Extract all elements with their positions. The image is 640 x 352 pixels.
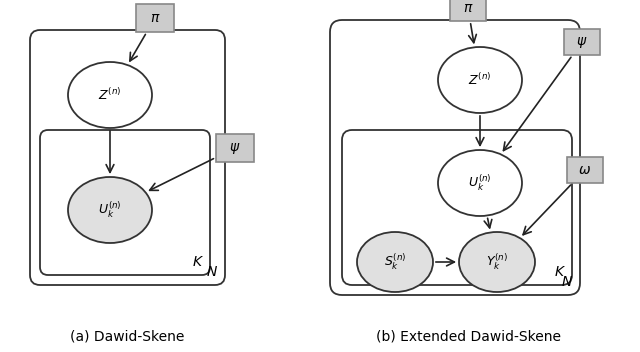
Text: K: K	[555, 265, 564, 279]
Text: $\pi$: $\pi$	[463, 1, 473, 15]
FancyBboxPatch shape	[40, 130, 210, 275]
Text: $\pi$: $\pi$	[150, 11, 160, 25]
Text: $\omega$: $\omega$	[579, 163, 591, 177]
Text: $U_k^{(n)}$: $U_k^{(n)}$	[468, 173, 492, 193]
Ellipse shape	[438, 47, 522, 113]
Text: (b) Extended Dawid-Skene: (b) Extended Dawid-Skene	[376, 330, 561, 344]
FancyBboxPatch shape	[30, 30, 225, 285]
Text: $\psi$: $\psi$	[576, 34, 588, 50]
Ellipse shape	[68, 62, 152, 128]
Text: N: N	[207, 265, 217, 279]
Text: $Y_k^{(n)}$: $Y_k^{(n)}$	[486, 252, 508, 272]
Text: $\psi$: $\psi$	[229, 140, 241, 156]
FancyBboxPatch shape	[450, 0, 486, 21]
Text: K: K	[193, 255, 202, 269]
FancyBboxPatch shape	[567, 157, 603, 183]
Text: $U_k^{(n)}$: $U_k^{(n)}$	[98, 200, 122, 220]
FancyBboxPatch shape	[330, 20, 580, 295]
FancyBboxPatch shape	[564, 29, 600, 55]
Text: $S_k^{(n)}$: $S_k^{(n)}$	[384, 252, 406, 272]
Text: N: N	[562, 275, 572, 289]
Text: $Z^{(n)}$: $Z^{(n)}$	[99, 87, 122, 103]
Ellipse shape	[438, 150, 522, 216]
Ellipse shape	[357, 232, 433, 292]
Ellipse shape	[68, 177, 152, 243]
FancyBboxPatch shape	[216, 134, 254, 162]
FancyBboxPatch shape	[136, 4, 174, 32]
Text: (a) Dawid-Skene: (a) Dawid-Skene	[70, 330, 184, 344]
Text: $Z^{(n)}$: $Z^{(n)}$	[468, 72, 492, 88]
Ellipse shape	[459, 232, 535, 292]
FancyBboxPatch shape	[342, 130, 572, 285]
